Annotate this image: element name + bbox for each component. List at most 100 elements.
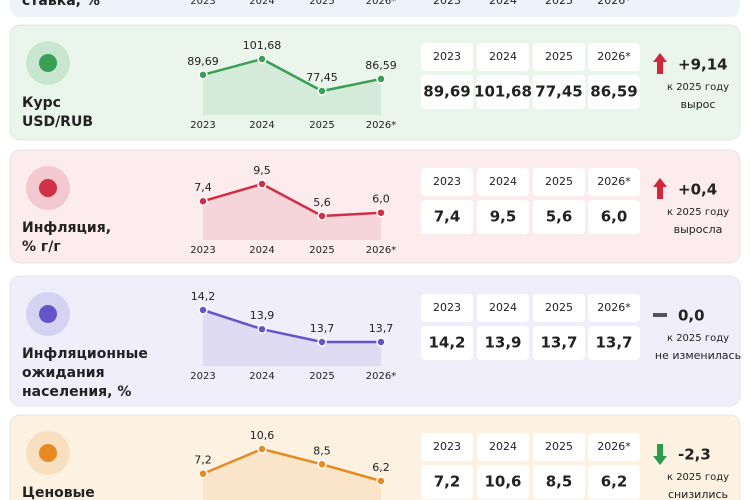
row-label: Ценовые bbox=[22, 485, 95, 500]
change-note: к 2025 году bbox=[667, 82, 729, 93]
change-status: снизились bbox=[668, 488, 728, 500]
change-note: к 2025 году bbox=[667, 472, 729, 483]
year-header: 2025 bbox=[545, 301, 573, 314]
table-cell bbox=[588, 433, 640, 461]
year-label: 2026* bbox=[366, 0, 396, 7]
point bbox=[257, 324, 267, 334]
year-header: 2024 bbox=[489, 0, 517, 7]
change-status: вырос bbox=[681, 98, 716, 111]
year-header: 2025 bbox=[545, 440, 573, 453]
row-label: Инфляционные bbox=[22, 346, 148, 362]
year-label: 2024 bbox=[249, 0, 274, 7]
year-header: 2023 bbox=[433, 175, 461, 188]
point bbox=[317, 459, 327, 470]
point bbox=[317, 211, 327, 221]
table-cell bbox=[533, 294, 585, 322]
row-icon-dot bbox=[39, 179, 57, 197]
value-label: 86,59 bbox=[365, 59, 397, 72]
year-label: 2024 bbox=[249, 245, 274, 256]
table-cell bbox=[533, 465, 585, 499]
table-value: 13,9 bbox=[484, 334, 521, 352]
flat-dash bbox=[653, 313, 667, 317]
table-cell bbox=[477, 43, 529, 71]
row-label: населения, % bbox=[22, 384, 131, 400]
year-label: 2025 bbox=[309, 245, 334, 256]
table-cell bbox=[533, 43, 585, 71]
table-cell bbox=[477, 465, 529, 499]
point bbox=[376, 476, 386, 486]
table-value: 89,69 bbox=[423, 83, 470, 101]
year-header: 2024 bbox=[489, 440, 517, 453]
table-cell bbox=[533, 168, 585, 196]
table-cell bbox=[588, 294, 640, 322]
year-header: 2026* bbox=[597, 175, 631, 188]
table-value: 14,2 bbox=[428, 334, 465, 352]
table-cell bbox=[588, 200, 640, 234]
area bbox=[203, 310, 381, 366]
top-card bbox=[10, 0, 740, 17]
table-cell bbox=[588, 168, 640, 196]
year-header: 2024 bbox=[489, 50, 517, 63]
table-value: 7,4 bbox=[434, 208, 461, 226]
point bbox=[257, 54, 267, 64]
point bbox=[198, 468, 208, 479]
table-value: 8,5 bbox=[546, 473, 573, 491]
year-header: 2026* bbox=[597, 301, 631, 314]
table-cell bbox=[588, 326, 640, 360]
table-cell bbox=[533, 75, 585, 109]
year-label: 2025 bbox=[309, 120, 334, 131]
arrow-down bbox=[653, 444, 667, 465]
point bbox=[198, 70, 208, 80]
table-value: 6,2 bbox=[601, 473, 628, 491]
change-status: выросла bbox=[674, 223, 723, 236]
line bbox=[202, 57, 382, 93]
year-label: 2023 bbox=[190, 245, 215, 256]
value-label: 13,7 bbox=[310, 322, 335, 335]
row-icon-dot bbox=[39, 444, 57, 462]
table-cell bbox=[421, 75, 473, 109]
row-label: ожидания bbox=[22, 365, 105, 381]
change-note: к 2025 году bbox=[667, 207, 729, 218]
value-label: 7,4 bbox=[194, 181, 212, 194]
table-cell bbox=[477, 200, 529, 234]
value-label: 9,5 bbox=[253, 164, 271, 177]
row-label: Курс bbox=[22, 95, 61, 111]
year-header: 2025 bbox=[545, 0, 573, 7]
table-value: 9,5 bbox=[490, 208, 517, 226]
change-status: не изменилась bbox=[655, 349, 741, 362]
point bbox=[257, 179, 267, 189]
table-value: 6,0 bbox=[601, 208, 628, 226]
point bbox=[376, 207, 386, 218]
value-label: 77,45 bbox=[306, 71, 338, 84]
value-label: 89,69 bbox=[187, 55, 219, 68]
year-header: 2026* bbox=[597, 440, 631, 453]
value-label: 6,0 bbox=[372, 193, 390, 206]
table-cell bbox=[477, 326, 529, 360]
table-cell bbox=[421, 294, 473, 322]
arrow-up bbox=[653, 53, 667, 74]
year-label: 2026* bbox=[366, 371, 396, 382]
year-header: 2025 bbox=[545, 175, 573, 188]
table-value: 13,7 bbox=[540, 334, 577, 352]
year-header: 2023 bbox=[433, 0, 461, 7]
row-icon-dot bbox=[39, 54, 57, 72]
year-label: 2023 bbox=[190, 120, 215, 131]
area bbox=[203, 449, 381, 500]
year-header: 2023 bbox=[433, 301, 461, 314]
value-label: 13,9 bbox=[250, 309, 275, 322]
table-cell bbox=[421, 200, 473, 234]
row-label: USD/RUB bbox=[22, 114, 93, 130]
year-label: 2026* bbox=[366, 245, 396, 256]
year-header: 2025 bbox=[545, 50, 573, 63]
year-header: 2024 bbox=[489, 175, 517, 188]
table-value: 10,6 bbox=[484, 473, 521, 491]
year-label: 2026* bbox=[366, 120, 396, 131]
change-value: +0,4 bbox=[678, 181, 717, 199]
line bbox=[202, 447, 382, 483]
table-cell bbox=[533, 433, 585, 461]
arrow-up bbox=[653, 178, 667, 199]
table-cell bbox=[477, 168, 529, 196]
point bbox=[317, 86, 327, 96]
table-value: 77,45 bbox=[535, 83, 582, 101]
